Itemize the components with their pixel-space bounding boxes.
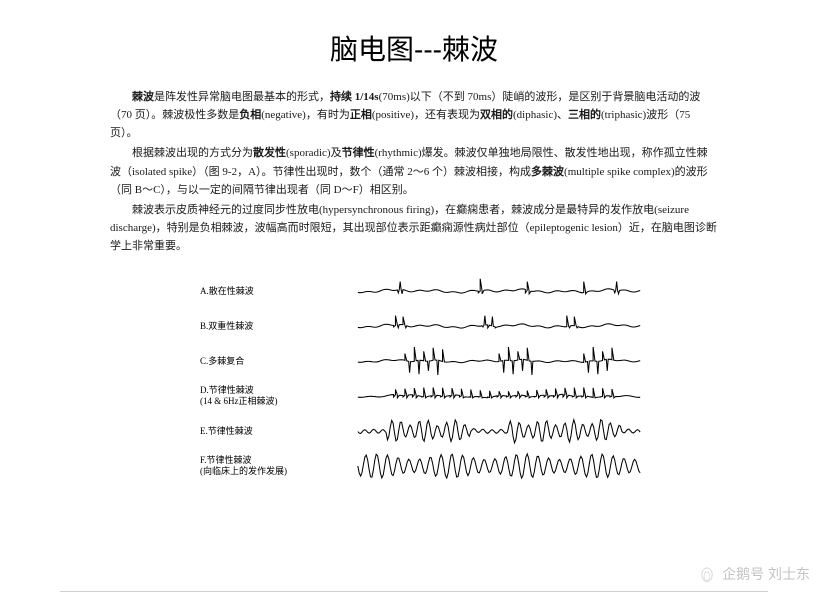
body-text: 棘波是阵发性异常脑电图最基本的形式，持续 1/14s(70ms)以下（不到 70… [0,88,828,255]
paragraph-1: 棘波是阵发性异常脑电图最基本的形式，持续 1/14s(70ms)以下（不到 70… [110,88,718,142]
page-title: 脑电图---棘波 [0,0,828,88]
paragraph-2: 根据棘波出现的方式分为散发性(sporadic)及节律性(rhythmic)爆发… [110,144,718,198]
eeg-waveform [310,310,688,342]
wave-row-D: D.节律性棘波(14 & 6Hz正相棘波) [200,380,688,412]
eeg-waveform [310,415,688,447]
watermark-text: 企鹅号 刘士东 [722,564,810,584]
penguin-icon [698,565,716,583]
wave-label: C.多棘复合 [200,356,310,367]
waveform-figure: A.散在性棘波 B.双重性棘波 C.多棘复合 D.节律性棘波(14 & 6Hz正相棘波… [0,275,828,482]
wave-row-F: F.节律性棘波(向临床上的发作发展) [200,450,688,482]
wave-row-A: A.散在性棘波 [200,275,688,307]
wave-row-E: E.节律性棘波 [200,415,688,447]
wave-label: B.双重性棘波 [200,321,310,332]
wave-row-C: C.多棘复合 [200,345,688,377]
wave-label: A.散在性棘波 [200,286,310,297]
eeg-waveform [310,345,688,377]
eeg-waveform [310,380,688,412]
eeg-waveform [310,450,688,482]
watermark: 企鹅号 刘士东 [698,564,810,584]
wave-label: D.节律性棘波(14 & 6Hz正相棘波) [200,385,310,407]
wave-label: F.节律性棘波(向临床上的发作发展) [200,455,310,477]
bottom-divider [60,591,768,592]
paragraph-3: 棘波表示皮质神经元的过度同步性放电(hypersynchronous firin… [110,201,718,255]
wave-label: E.节律性棘波 [200,426,310,437]
eeg-waveform [310,275,688,307]
wave-row-B: B.双重性棘波 [200,310,688,342]
